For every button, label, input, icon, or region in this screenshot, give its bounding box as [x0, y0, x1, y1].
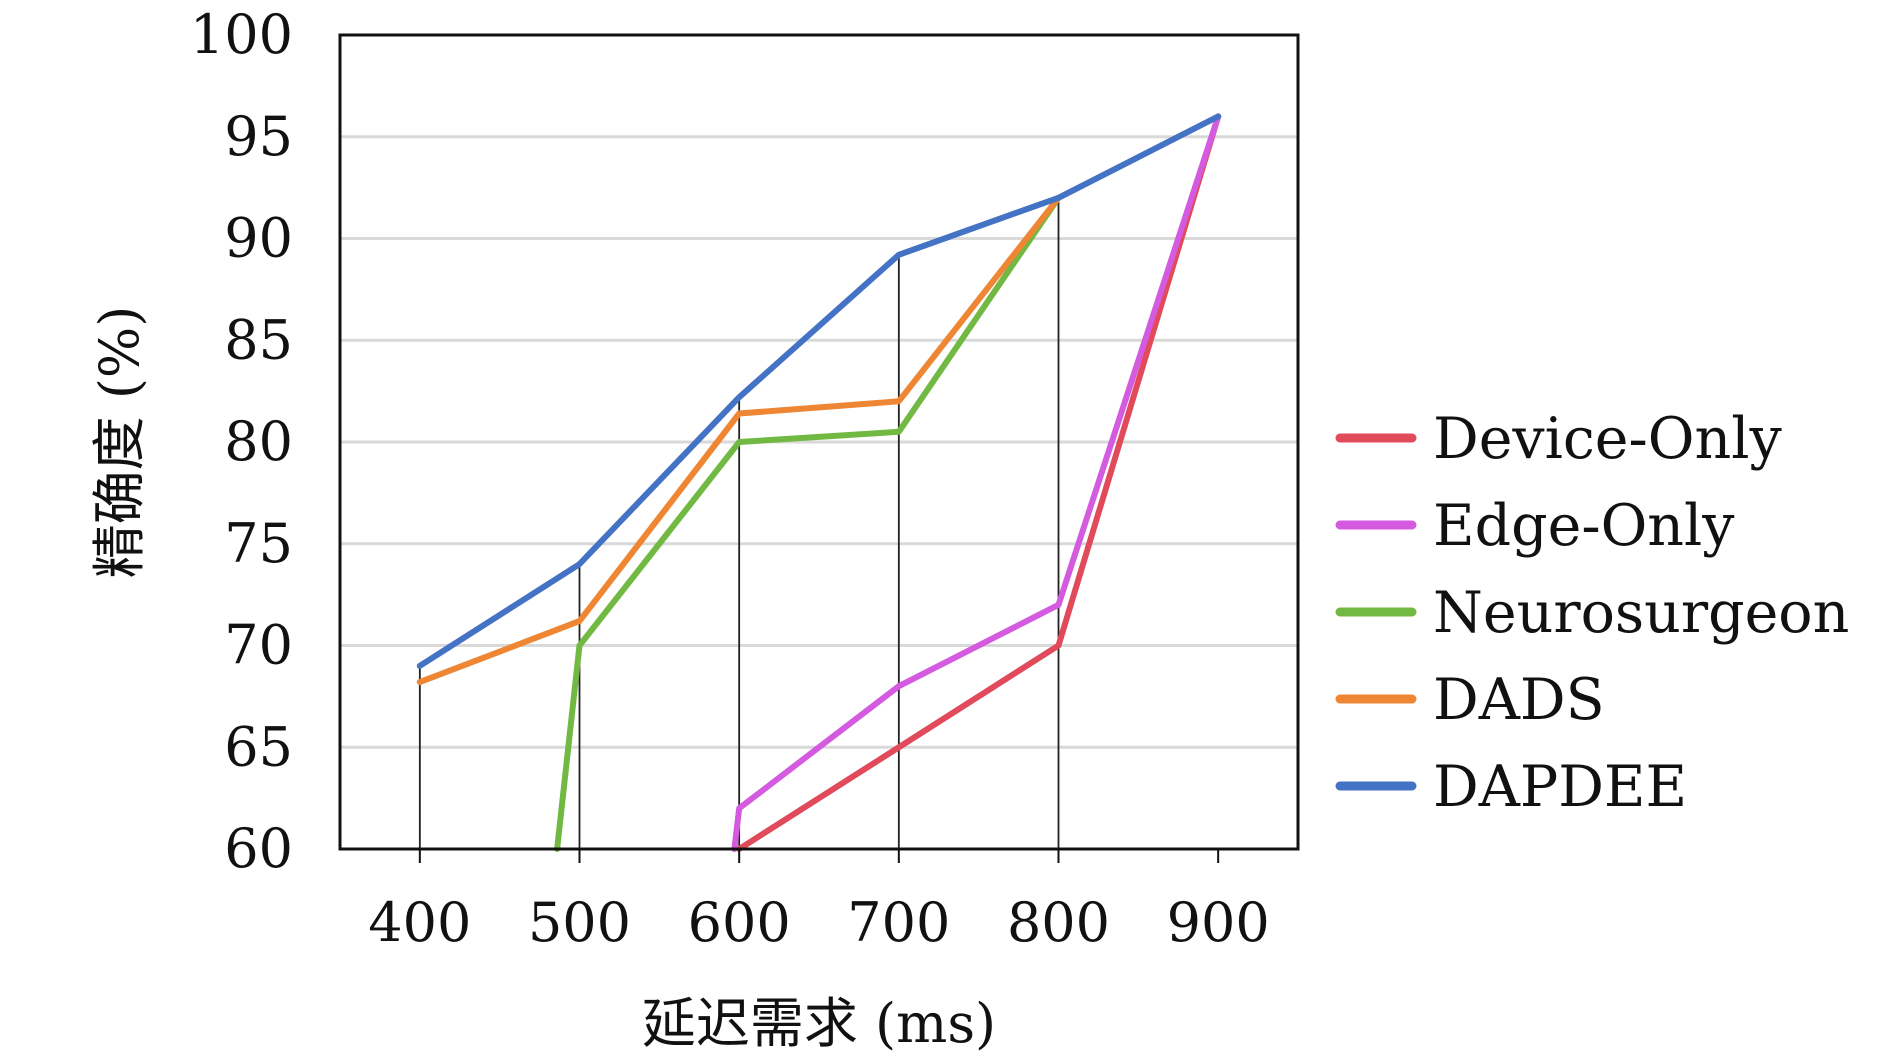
series-line-device-only	[736, 113, 1222, 852]
x-axis-ticks: 400 500 600 700 800 900	[368, 849, 1270, 954]
x-tick-label: 900	[1167, 891, 1270, 954]
y-tick-label: 75	[224, 512, 293, 575]
x-tick-label: 800	[1007, 891, 1110, 954]
x-tick-label: 600	[688, 891, 791, 954]
y-axis-ticks: 60 65 70 75 80 85 90 95 100	[190, 3, 293, 880]
y-tick-label: 80	[224, 410, 293, 473]
y-tick-label: 100	[190, 3, 293, 66]
series-line-edge-only	[731, 113, 1222, 852]
y-tick-label: 85	[224, 308, 293, 371]
y-tick-label: 70	[224, 614, 293, 677]
plot-frame	[338, 33, 1300, 851]
legend-label-device-only: Device-Only	[1433, 406, 1782, 472]
series-lines	[416, 113, 1222, 852]
legend-label-dapdee: DAPDEE	[1433, 754, 1687, 820]
y-tick-label: 90	[224, 207, 293, 270]
x-tick-label: 500	[528, 891, 631, 954]
x-tick-label: 700	[847, 891, 950, 954]
drop-lines	[418, 197, 1060, 849]
legend: Device-Only Edge-Only Neurosurgeon DADS DAPD…	[1335, 406, 1849, 820]
y-tick-label: 60	[224, 817, 293, 880]
y-axis-title: 精确度 (%)	[88, 306, 151, 579]
x-tick-label: 400	[368, 891, 471, 954]
y-tick-label: 95	[224, 105, 293, 168]
legend-label-edge-only: Edge-Only	[1433, 493, 1735, 559]
series-line-dapdee	[416, 113, 1222, 669]
series-line-neurosurgeon	[554, 194, 1062, 852]
x-axis-title: 延迟需求 (ms)	[642, 992, 996, 1055]
legend-label-dads: DADS	[1433, 667, 1605, 733]
legend-label-neurosurgeon: Neurosurgeon	[1433, 580, 1849, 646]
y-tick-label: 65	[224, 715, 293, 778]
series-line-dads	[416, 194, 1062, 686]
grid-lines	[340, 135, 1298, 749]
